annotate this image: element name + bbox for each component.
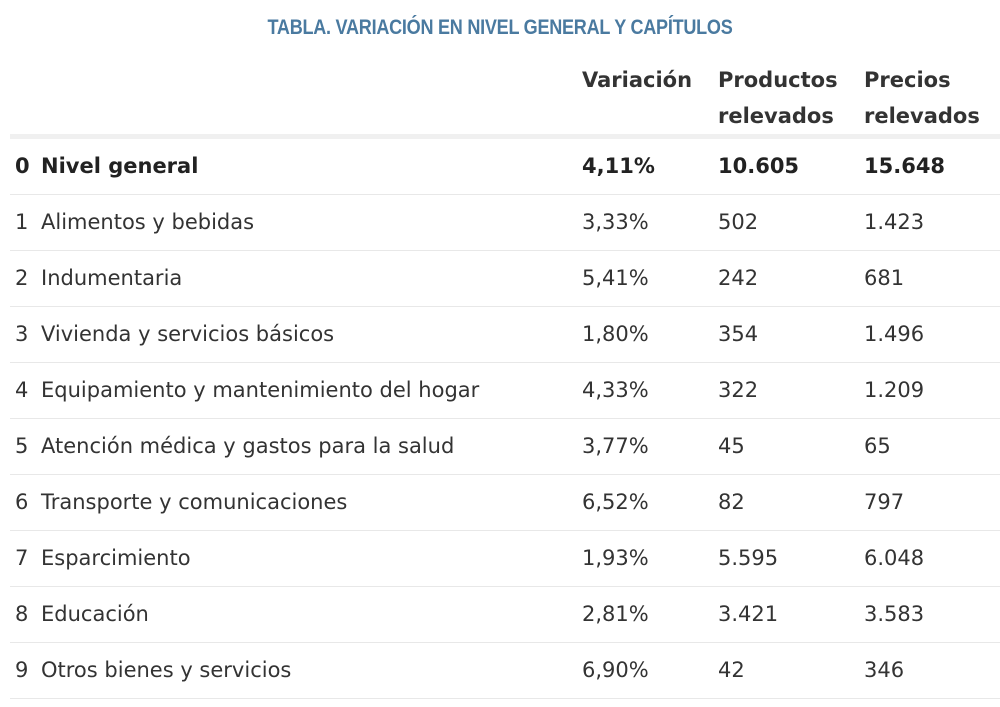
row-precios: 681: [864, 266, 905, 290]
row-number: 7: [15, 546, 29, 570]
row-precios: 1.423: [864, 210, 925, 234]
table-title: TABLA. VARIACIÓN EN NIVEL GENERAL Y CAPÍ…: [267, 16, 733, 39]
row-variacion: 5,41%: [582, 266, 649, 290]
row-variacion: 4,11%: [582, 154, 655, 178]
row-number: 5: [15, 434, 29, 458]
row-productos: 42: [718, 658, 745, 682]
row-name: Educación: [41, 602, 149, 626]
row-precios: 6.048: [864, 546, 925, 570]
row-name: Vivienda y servicios básicos: [41, 322, 335, 346]
row-variacion: 2,81%: [582, 602, 649, 626]
header-variacion: Variación: [582, 62, 692, 98]
row-productos: 10.605: [718, 154, 800, 178]
row-variacion: 6,90%: [582, 658, 649, 682]
header-productos-relevados: Productos relevados: [718, 62, 838, 134]
table-header: Variación Productos relevados Precios re…: [0, 58, 1000, 134]
table-row: 2 Indumentaria 5,41% 242 681: [10, 251, 1000, 307]
row-name: Transporte y comunicaciones: [41, 490, 348, 514]
row-variacion: 3,33%: [582, 210, 649, 234]
row-variacion: 4,33%: [582, 378, 649, 402]
table-row: 9 Otros bienes y servicios 6,90% 42 346: [10, 643, 1000, 699]
row-variacion: 1,93%: [582, 546, 649, 570]
row-productos: 5.595: [718, 546, 779, 570]
row-precios: 65: [864, 434, 891, 458]
row-productos: 242: [718, 266, 759, 290]
row-precios: 346: [864, 658, 905, 682]
row-precios: 1.496: [864, 322, 925, 346]
row-name: Indumentaria: [41, 266, 183, 290]
table-row: 3 Vivienda y servicios básicos 1,80% 354…: [10, 307, 1000, 363]
row-precios: 1.209: [864, 378, 925, 402]
table-row: 6 Transporte y comunicaciones 6,52% 82 7…: [10, 475, 1000, 531]
row-precios: 15.648: [864, 154, 946, 178]
row-number: 9: [15, 658, 29, 682]
table-row: 8 Educación 2,81% 3.421 3.583: [10, 587, 1000, 643]
row-productos: 45: [718, 434, 745, 458]
row-number: 0: [15, 154, 30, 178]
row-precios: 3.583: [864, 602, 925, 626]
row-variacion: 1,80%: [582, 322, 649, 346]
row-precios: 797: [864, 490, 905, 514]
row-variacion: 6,52%: [582, 490, 649, 514]
header-precios-relevados: Precios relevados: [864, 62, 980, 134]
row-name: Alimentos y bebidas: [41, 210, 255, 234]
row-number: 1: [15, 210, 29, 234]
row-number: 2: [15, 266, 29, 290]
header-variacion-label: Variación: [582, 68, 693, 92]
table-row-total: 0 Nivel general 4,11% 10.605 15.648: [10, 139, 1000, 195]
row-productos: 322: [718, 378, 759, 402]
table-row: 7 Esparcimiento 1,93% 5.595 6.048: [10, 531, 1000, 587]
row-productos: 502: [718, 210, 759, 234]
row-productos: 82: [718, 490, 745, 514]
header-productos-line2: relevados: [718, 104, 834, 128]
table-row: 5 Atención médica y gastos para la salud…: [10, 419, 1000, 475]
row-number: 8: [15, 602, 29, 626]
row-name: Esparcimiento: [41, 546, 191, 570]
header-precios-line2: relevados: [864, 104, 980, 128]
row-name: Equipamiento y mantenimiento del hogar: [41, 378, 480, 402]
data-table: 0 Nivel general 4,11% 10.605 15.648 1 Al…: [10, 134, 1000, 699]
row-name: Atención médica y gastos para la salud: [41, 434, 455, 458]
row-name: Nivel general: [41, 154, 199, 178]
table-row: 4 Equipamiento y mantenimiento del hogar…: [10, 363, 1000, 419]
row-name: Otros bienes y servicios: [41, 658, 292, 682]
header-precios-line1: Precios: [864, 68, 951, 92]
row-productos: 3.421: [718, 602, 779, 626]
row-number: 3: [15, 322, 29, 346]
row-productos: 354: [718, 322, 759, 346]
table-row: 1 Alimentos y bebidas 3,33% 502 1.423: [10, 195, 1000, 251]
header-productos-line1: Productos: [718, 68, 838, 92]
row-number: 4: [15, 378, 29, 402]
row-number: 6: [15, 490, 29, 514]
row-variacion: 3,77%: [582, 434, 649, 458]
